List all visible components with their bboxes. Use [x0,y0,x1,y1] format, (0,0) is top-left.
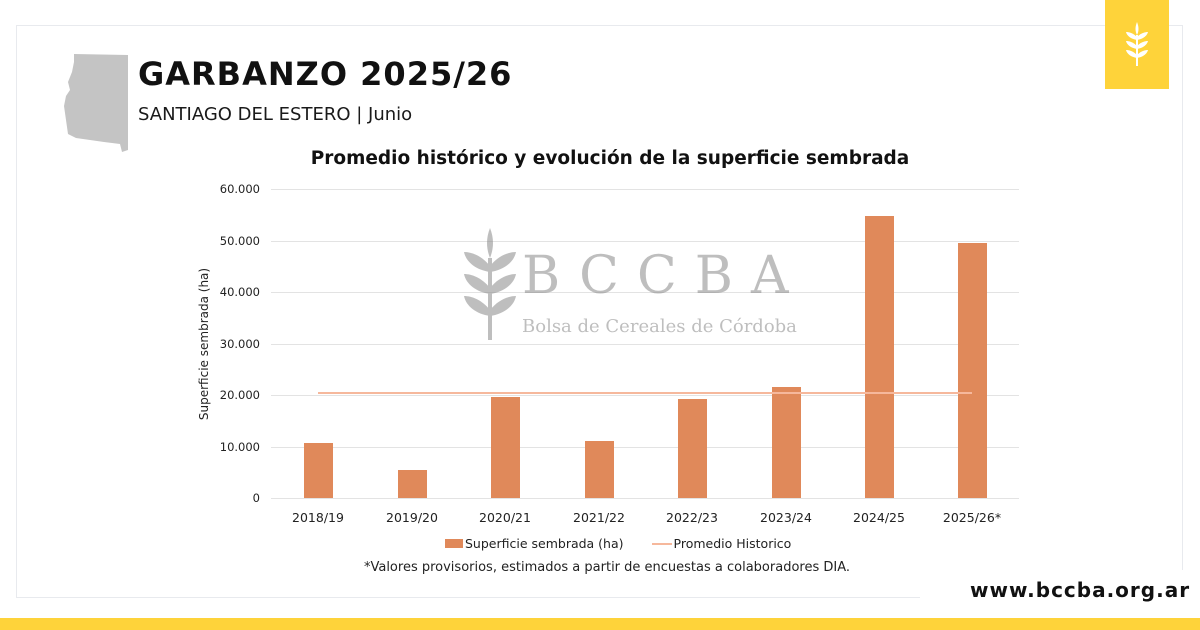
legend-label-bars: Superficie sembrada (ha) [465,536,624,551]
bccba-watermark: BCCBA Bolsa de Cereales de Córdoba [462,228,797,343]
y-tick: 30.000 [219,337,260,351]
gridline-0 [271,498,1019,499]
gridline-60000 [271,189,1019,190]
chart-legend: Superficie sembrada (ha) Promedio Histor… [445,536,791,551]
gridline-50000 [271,241,1019,242]
gridline-30000 [271,344,1019,345]
wheat-icon [1126,21,1148,66]
page-title: GARBANZO 2025/26 [138,55,513,93]
y-tick: 10.000 [219,440,260,454]
bar-2018/19 [303,442,333,498]
x-tick: 2025/26* [942,510,1002,525]
x-tick: 2024/25 [853,510,905,525]
bar-2019/20 [397,470,427,498]
watermark-subtitle: Bolsa de Cereales de Córdoba [522,316,797,337]
content-card [16,25,1183,598]
legend-line-swatch [651,542,672,545]
y-tick: 20.000 [219,388,260,402]
x-tick: 2022/23 [666,510,718,525]
watermark-letters: BCCBA [522,246,807,306]
legend-bar-swatch [445,539,463,548]
gridline-20000 [271,395,1019,396]
brand-logo-tab [1105,0,1169,89]
bar-2024/25 [864,215,894,498]
x-tick: 2019/20 [386,510,438,525]
x-tick: 2021/22 [573,510,625,525]
gridline-40000 [271,292,1019,293]
bar-2022/23 [677,399,707,498]
santiago-del-estero-map-icon [64,54,128,152]
website-url[interactable]: www.bccba.org.ar [970,578,1191,602]
x-tick: 2020/21 [479,510,531,525]
x-tick: 2018/19 [292,510,344,525]
page-subtitle: SANTIAGO DEL ESTERO | Junio [138,104,413,125]
bar-2021/22 [584,440,614,498]
brand-bottom-bar [0,618,1200,630]
average-line [318,391,972,394]
bar-2025/26* [957,243,987,498]
y-tick: 40.000 [219,285,260,299]
footer-area [920,570,1200,618]
bar-2023/24 [771,386,801,498]
y-tick: 50.000 [219,234,260,248]
bar-2020/21 [490,397,520,498]
chart-title: Promedio histórico y evolución de la sup… [310,148,910,169]
y-tick: 0 [252,491,260,505]
legend-label-average: Promedio Historico [673,536,792,551]
y-tick: 60.000 [219,182,260,196]
x-tick: 2023/24 [760,510,812,525]
gridline-10000 [271,447,1019,448]
wheat-watermark-icon [464,228,516,340]
chart-footnote: *Valores provisorios, estimados a partir… [363,560,851,575]
